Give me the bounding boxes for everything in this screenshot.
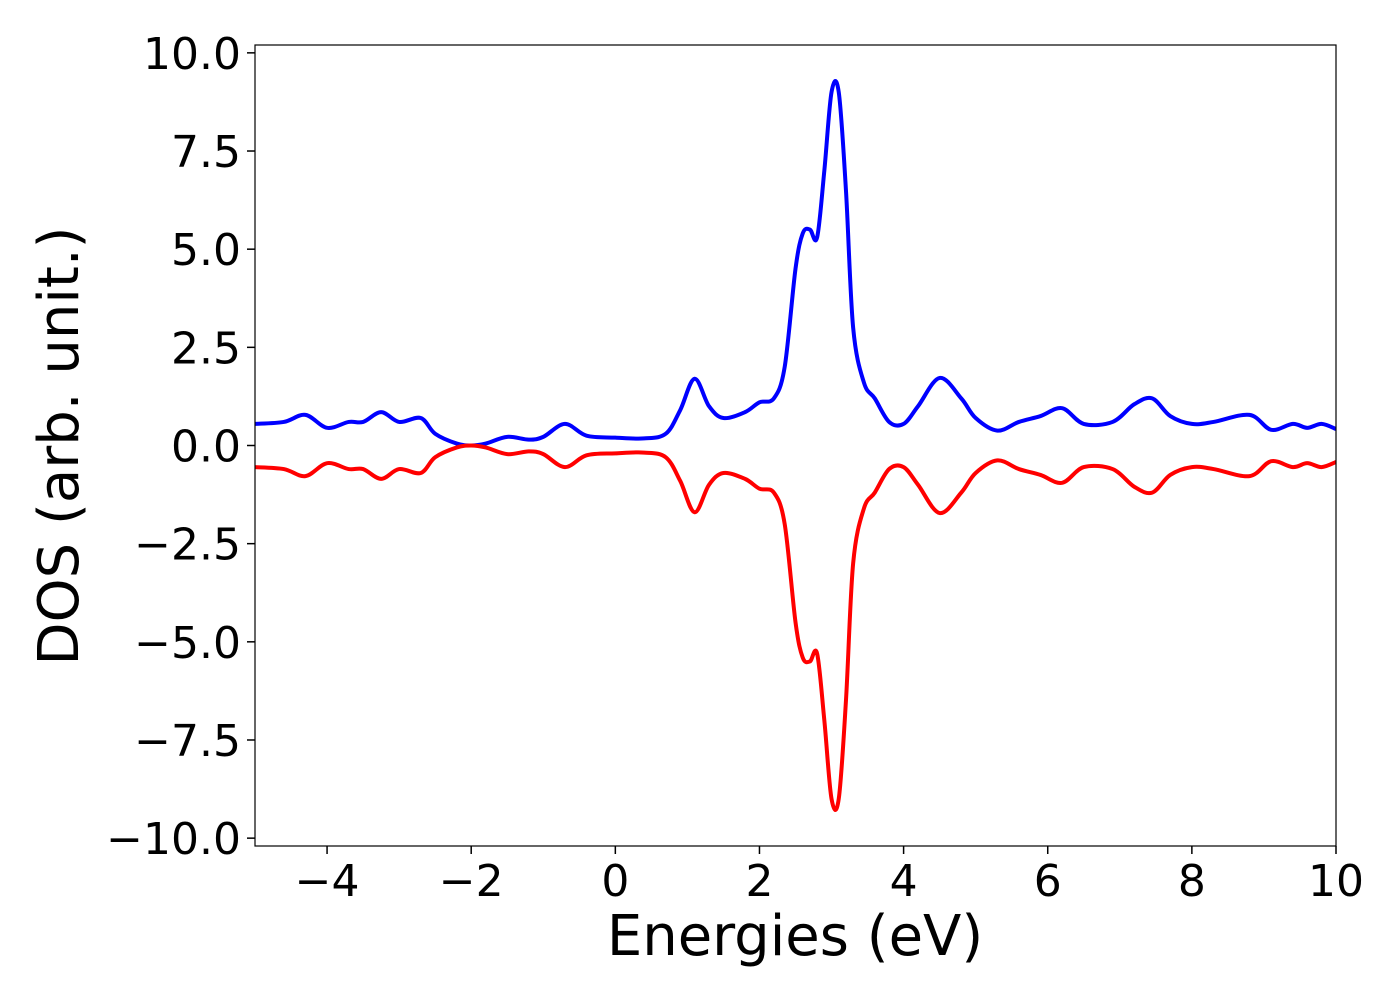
y-tick-label: 0.0 bbox=[171, 422, 241, 473]
x-tick-label: 10 bbox=[1308, 856, 1364, 907]
y-axis-ticks: 10.0 7.5 5.0 2.5 0.0 −2.5 −5.0 −7.5 −10.0 bbox=[106, 29, 255, 865]
x-tick-label: 2 bbox=[745, 856, 773, 907]
series-layer bbox=[255, 79, 1336, 812]
x-tick-label: 4 bbox=[890, 856, 918, 907]
x-tick-label: 6 bbox=[1034, 856, 1062, 907]
y-tick-label: 7.5 bbox=[171, 127, 241, 178]
plot-background bbox=[255, 45, 1336, 846]
x-tick-label: −2 bbox=[439, 856, 504, 907]
x-axis-ticks: −4 −2 0 2 4 6 8 10 bbox=[295, 846, 1364, 907]
y-tick-label: 2.5 bbox=[171, 323, 241, 374]
y-tick-label: −10.0 bbox=[106, 814, 241, 865]
y-tick-label: −2.5 bbox=[134, 520, 241, 571]
x-tick-label: 8 bbox=[1178, 856, 1206, 907]
y-tick-label: 5.0 bbox=[171, 225, 241, 276]
y-tick-label: −7.5 bbox=[134, 716, 241, 767]
y-axis-label: DOS (arb. unit.) bbox=[27, 226, 92, 665]
x-tick-label: 0 bbox=[601, 856, 629, 907]
x-axis-label: Energies (eV) bbox=[607, 904, 983, 969]
y-tick-label: 10.0 bbox=[143, 29, 241, 80]
series-line-2 bbox=[255, 443, 1336, 812]
y-tick-label: −5.0 bbox=[134, 618, 241, 669]
x-tick-label: −4 bbox=[295, 856, 360, 907]
